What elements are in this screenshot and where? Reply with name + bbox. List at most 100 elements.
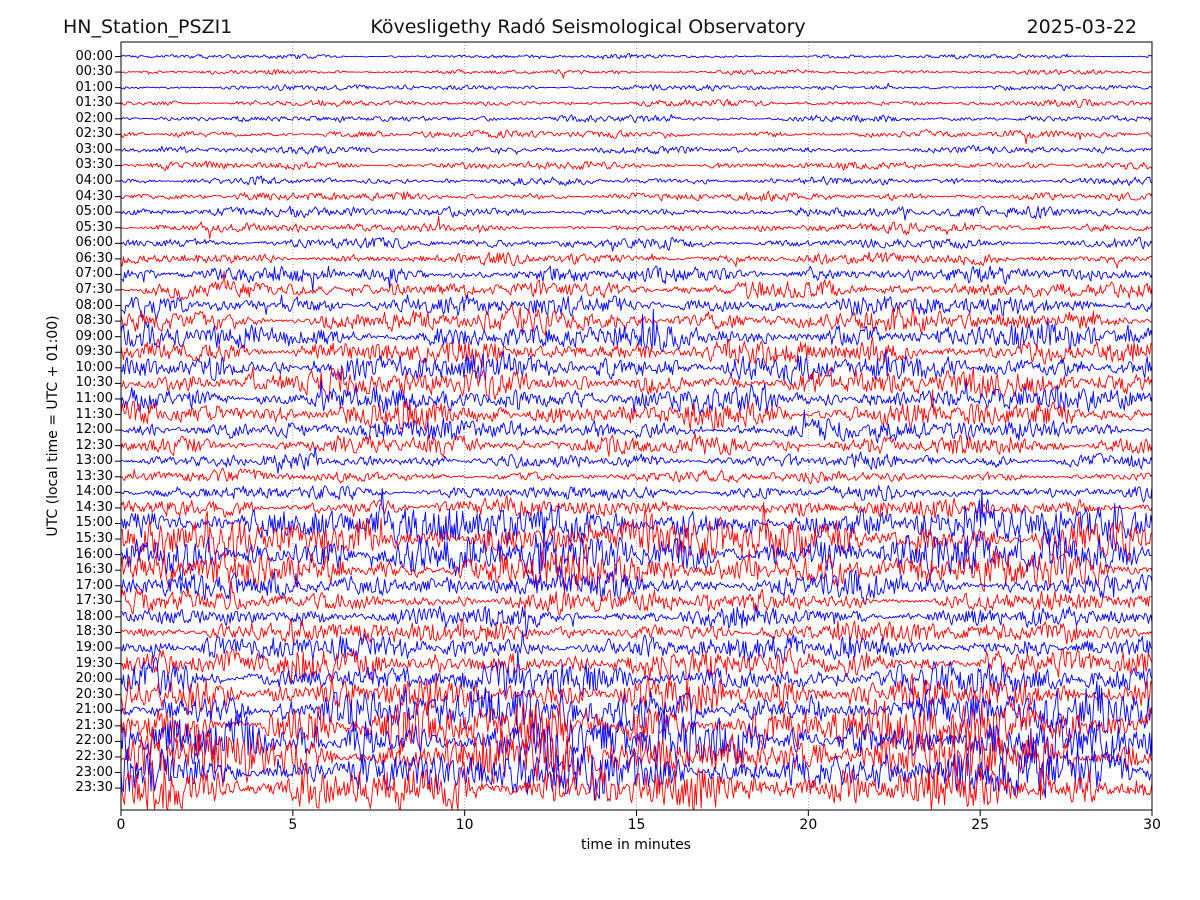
y-tick-label: 10:00 (75, 359, 113, 375)
y-tick-label: 00:00 (75, 48, 113, 64)
seismic-trace-10:30 (120, 366, 1153, 401)
y-tick-label: 14:00 (75, 484, 113, 500)
y-tick-label: 13:30 (75, 468, 113, 484)
y-tick-label: 16:30 (75, 562, 113, 578)
y-tick-label: 23:30 (75, 780, 113, 796)
y-tick-label: 07:30 (75, 281, 113, 297)
seismic-trace-02:30 (120, 128, 1153, 145)
seismic-trace-08:00 (120, 294, 1153, 320)
seismic-trace-12:00 (120, 409, 1153, 444)
x-tick-label: 0 (116, 817, 126, 833)
y-tick-label: 13:00 (75, 453, 113, 469)
y-tick-label: 12:00 (75, 422, 113, 438)
y-tick-label: 16:00 (75, 546, 113, 562)
x-axis-label: time in minutes (581, 837, 691, 853)
x-tick-label: 25 (971, 817, 990, 833)
y-tick-label: 06:30 (75, 250, 113, 266)
y-tick-label: 22:00 (75, 733, 113, 749)
seismic-trace-07:00 (120, 265, 1153, 292)
seismic-trace-05:00 (120, 205, 1153, 221)
seismic-trace-05:30 (120, 215, 1153, 240)
seismic-trace-03:30 (120, 160, 1153, 171)
y-tick-label: 11:30 (75, 406, 113, 422)
seismic-trace-06:30 (120, 251, 1153, 269)
y-tick-label: 12:30 (75, 437, 113, 453)
y-tick-label: 05:00 (75, 204, 113, 220)
y-tick-label: 03:30 (75, 157, 113, 173)
seismic-trace-02:00 (120, 114, 1153, 124)
seismic-trace-18:00 (120, 604, 1153, 636)
seismic-trace-18:30 (120, 618, 1153, 645)
y-tick-label: 05:30 (75, 219, 113, 235)
y-tick-label: 08:00 (75, 297, 113, 313)
y-tick-label: 04:00 (75, 173, 113, 189)
seismic-trace-10:00 (120, 350, 1153, 385)
seismic-trace-04:00 (120, 175, 1153, 186)
y-tick-label: 03:00 (75, 141, 113, 157)
seismic-trace-16:30 (120, 543, 1153, 594)
y-tick-label: 01:00 (75, 79, 113, 95)
y-tick-label: 00:30 (75, 64, 113, 80)
y-tick-label: 08:30 (75, 313, 113, 329)
seismic-trace-13:30 (120, 467, 1153, 485)
station-title: HN_Station_PSZI1 (63, 16, 233, 38)
seismic-trace-09:00 (120, 308, 1153, 352)
seismic-trace-11:30 (120, 389, 1153, 433)
date-title: 2025-03-22 (1026, 16, 1137, 38)
seismic-trace-08:30 (120, 304, 1153, 336)
seismic-trace-22:00 (120, 709, 1153, 773)
y-tick-label: 02:30 (75, 126, 113, 142)
x-tick-label: 30 (1143, 817, 1161, 833)
seismic-trace-13:00 (121, 446, 1153, 474)
y-tick-label: 20:30 (75, 686, 113, 702)
observatory-title: Kövesligethy Radó Seismological Observat… (370, 16, 806, 38)
seismic-trace-21:00 (120, 680, 1153, 734)
y-axis-label: UTC (local time = UTC + 01:00) (45, 315, 61, 537)
y-tick-label: 02:00 (75, 110, 113, 126)
seismic-trace-00:30 (120, 69, 1153, 79)
y-tick-label: 17:30 (75, 593, 113, 609)
seismic-trace-16:00 (120, 516, 1153, 582)
seismic-trace-17:00 (120, 569, 1153, 605)
y-tick-label: 10:30 (75, 375, 113, 391)
y-tick-label: 19:00 (75, 640, 113, 655)
seismic-trace-15:00 (120, 487, 1153, 550)
seismic-trace-20:30 (120, 673, 1153, 716)
y-tick-label: 01:30 (75, 95, 113, 111)
y-tick-label: 18:30 (75, 624, 113, 640)
y-tick-label: 22:30 (75, 748, 113, 764)
y-tick-label: 20:00 (75, 671, 113, 687)
seismic-trace-12:30 (120, 433, 1153, 458)
seismic-trace-19:30 (120, 647, 1153, 700)
y-tick-label: 15:00 (75, 515, 113, 531)
seismic-trace-09:30 (120, 336, 1153, 369)
seismic-trace-00:00 (120, 53, 1153, 60)
x-tick-label: 20 (799, 817, 818, 833)
seismic-trace-23:00 (120, 739, 1153, 801)
seismic-trace-01:00 (120, 82, 1153, 92)
y-tick-label: 09:30 (75, 344, 113, 360)
seismic-trace-11:00 (120, 379, 1153, 416)
seismic-trace-23:30 (120, 761, 1153, 810)
seismic-trace-04:30 (120, 190, 1153, 202)
y-tick-label: 09:00 (75, 328, 113, 344)
y-tick-label: 14:30 (75, 499, 113, 515)
seismic-trace-06:00 (120, 236, 1153, 252)
y-tick-label: 11:00 (75, 390, 113, 406)
seismic-trace-19:00 (120, 630, 1153, 664)
y-tick-label: 21:00 (75, 702, 113, 718)
seismic-trace-17:30 (120, 581, 1153, 617)
x-tick-label: 15 (627, 817, 646, 833)
seismic-trace-07:30 (120, 270, 1153, 301)
y-tick-label: 19:30 (75, 655, 113, 671)
seismic-trace-20:00 (120, 650, 1153, 697)
x-tick-label: 5 (288, 817, 298, 833)
y-tick-label: 07:00 (75, 266, 113, 282)
y-tick-label: 18:00 (75, 608, 113, 624)
y-tick-label: 23:00 (75, 764, 113, 780)
y-tick-label: 06:00 (75, 235, 113, 251)
y-tick-label: 17:00 (75, 577, 113, 593)
seismic-trace-14:00 (121, 484, 1153, 503)
